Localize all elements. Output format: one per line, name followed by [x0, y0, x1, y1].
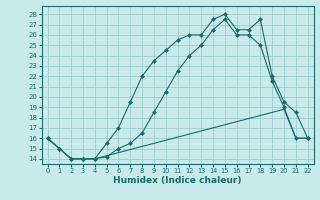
X-axis label: Humidex (Indice chaleur): Humidex (Indice chaleur) [113, 176, 242, 185]
